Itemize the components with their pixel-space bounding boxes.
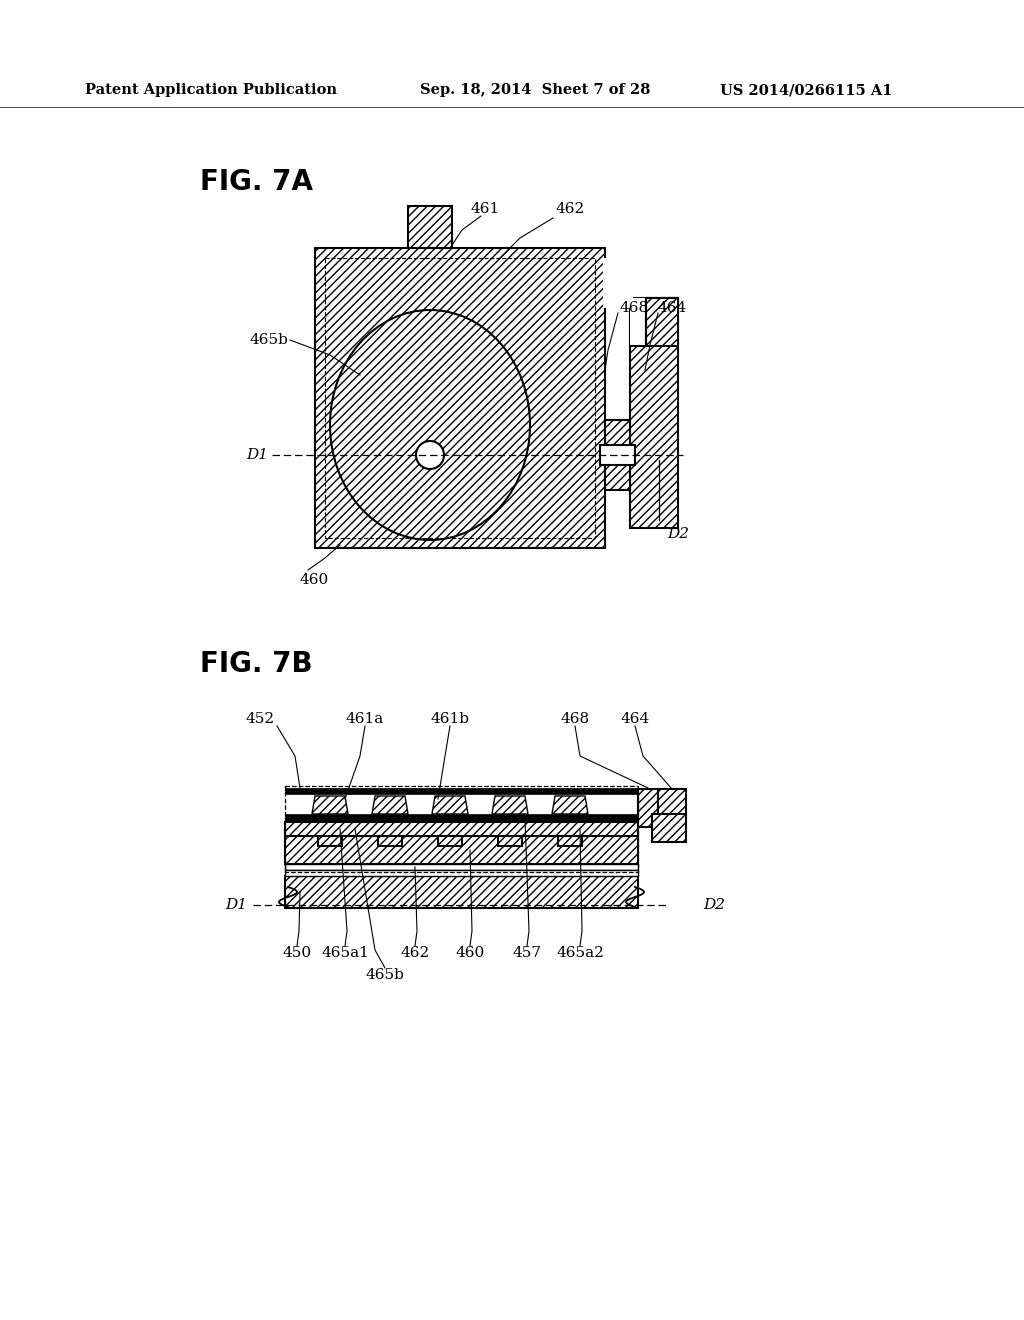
Text: 465b: 465b (249, 333, 288, 347)
Text: D1: D1 (225, 898, 247, 912)
Bar (658, 789, 686, 814)
Text: D1: D1 (246, 447, 268, 462)
Text: US 2014/0266115 A1: US 2014/0266115 A1 (720, 83, 893, 96)
Text: 464: 464 (657, 301, 686, 315)
Text: 450: 450 (283, 946, 311, 960)
Bar (285, 876, 638, 908)
Bar (378, 836, 402, 846)
Text: D2: D2 (703, 898, 725, 912)
Bar (285, 836, 638, 865)
Bar (438, 836, 462, 846)
Text: FIG. 7B: FIG. 7B (200, 649, 312, 678)
Bar (315, 248, 605, 548)
Text: 462: 462 (555, 202, 585, 216)
Text: 460: 460 (456, 946, 484, 960)
Bar (652, 814, 686, 842)
Bar (638, 789, 658, 828)
Text: FIG. 7A: FIG. 7A (200, 168, 313, 195)
Bar (558, 836, 582, 846)
Bar (285, 865, 638, 870)
Bar (408, 206, 452, 248)
Text: 465a1: 465a1 (322, 946, 369, 960)
Text: Sep. 18, 2014  Sheet 7 of 28: Sep. 18, 2014 Sheet 7 of 28 (420, 83, 650, 96)
Bar (318, 836, 342, 846)
Bar (630, 298, 678, 346)
Text: 461b: 461b (430, 711, 469, 726)
Circle shape (416, 441, 444, 469)
Bar (325, 257, 595, 539)
Polygon shape (372, 796, 408, 814)
Text: 462: 462 (400, 946, 430, 960)
Text: 465b: 465b (366, 968, 404, 982)
Text: 461: 461 (470, 202, 500, 216)
Bar (285, 814, 638, 822)
Polygon shape (552, 796, 588, 814)
Text: 460: 460 (299, 573, 329, 587)
Polygon shape (492, 796, 528, 814)
Polygon shape (432, 796, 468, 814)
Ellipse shape (330, 310, 530, 540)
Text: Patent Application Publication: Patent Application Publication (85, 83, 337, 96)
Text: 465a2: 465a2 (556, 946, 604, 960)
Text: 468: 468 (620, 301, 649, 315)
Text: 461a: 461a (346, 711, 384, 726)
Bar (285, 785, 638, 873)
Bar (630, 298, 678, 528)
Bar (498, 836, 522, 846)
Text: 452: 452 (246, 711, 275, 726)
Bar (603, 257, 633, 308)
Bar (605, 420, 630, 490)
Text: 464: 464 (621, 711, 649, 726)
Text: 468: 468 (560, 711, 590, 726)
Text: 457: 457 (512, 946, 542, 960)
Text: D2: D2 (667, 527, 689, 541)
Polygon shape (312, 796, 348, 814)
Bar (646, 298, 678, 346)
Bar (285, 788, 638, 795)
Bar (285, 870, 638, 876)
Bar (285, 822, 638, 836)
Bar (600, 445, 635, 465)
